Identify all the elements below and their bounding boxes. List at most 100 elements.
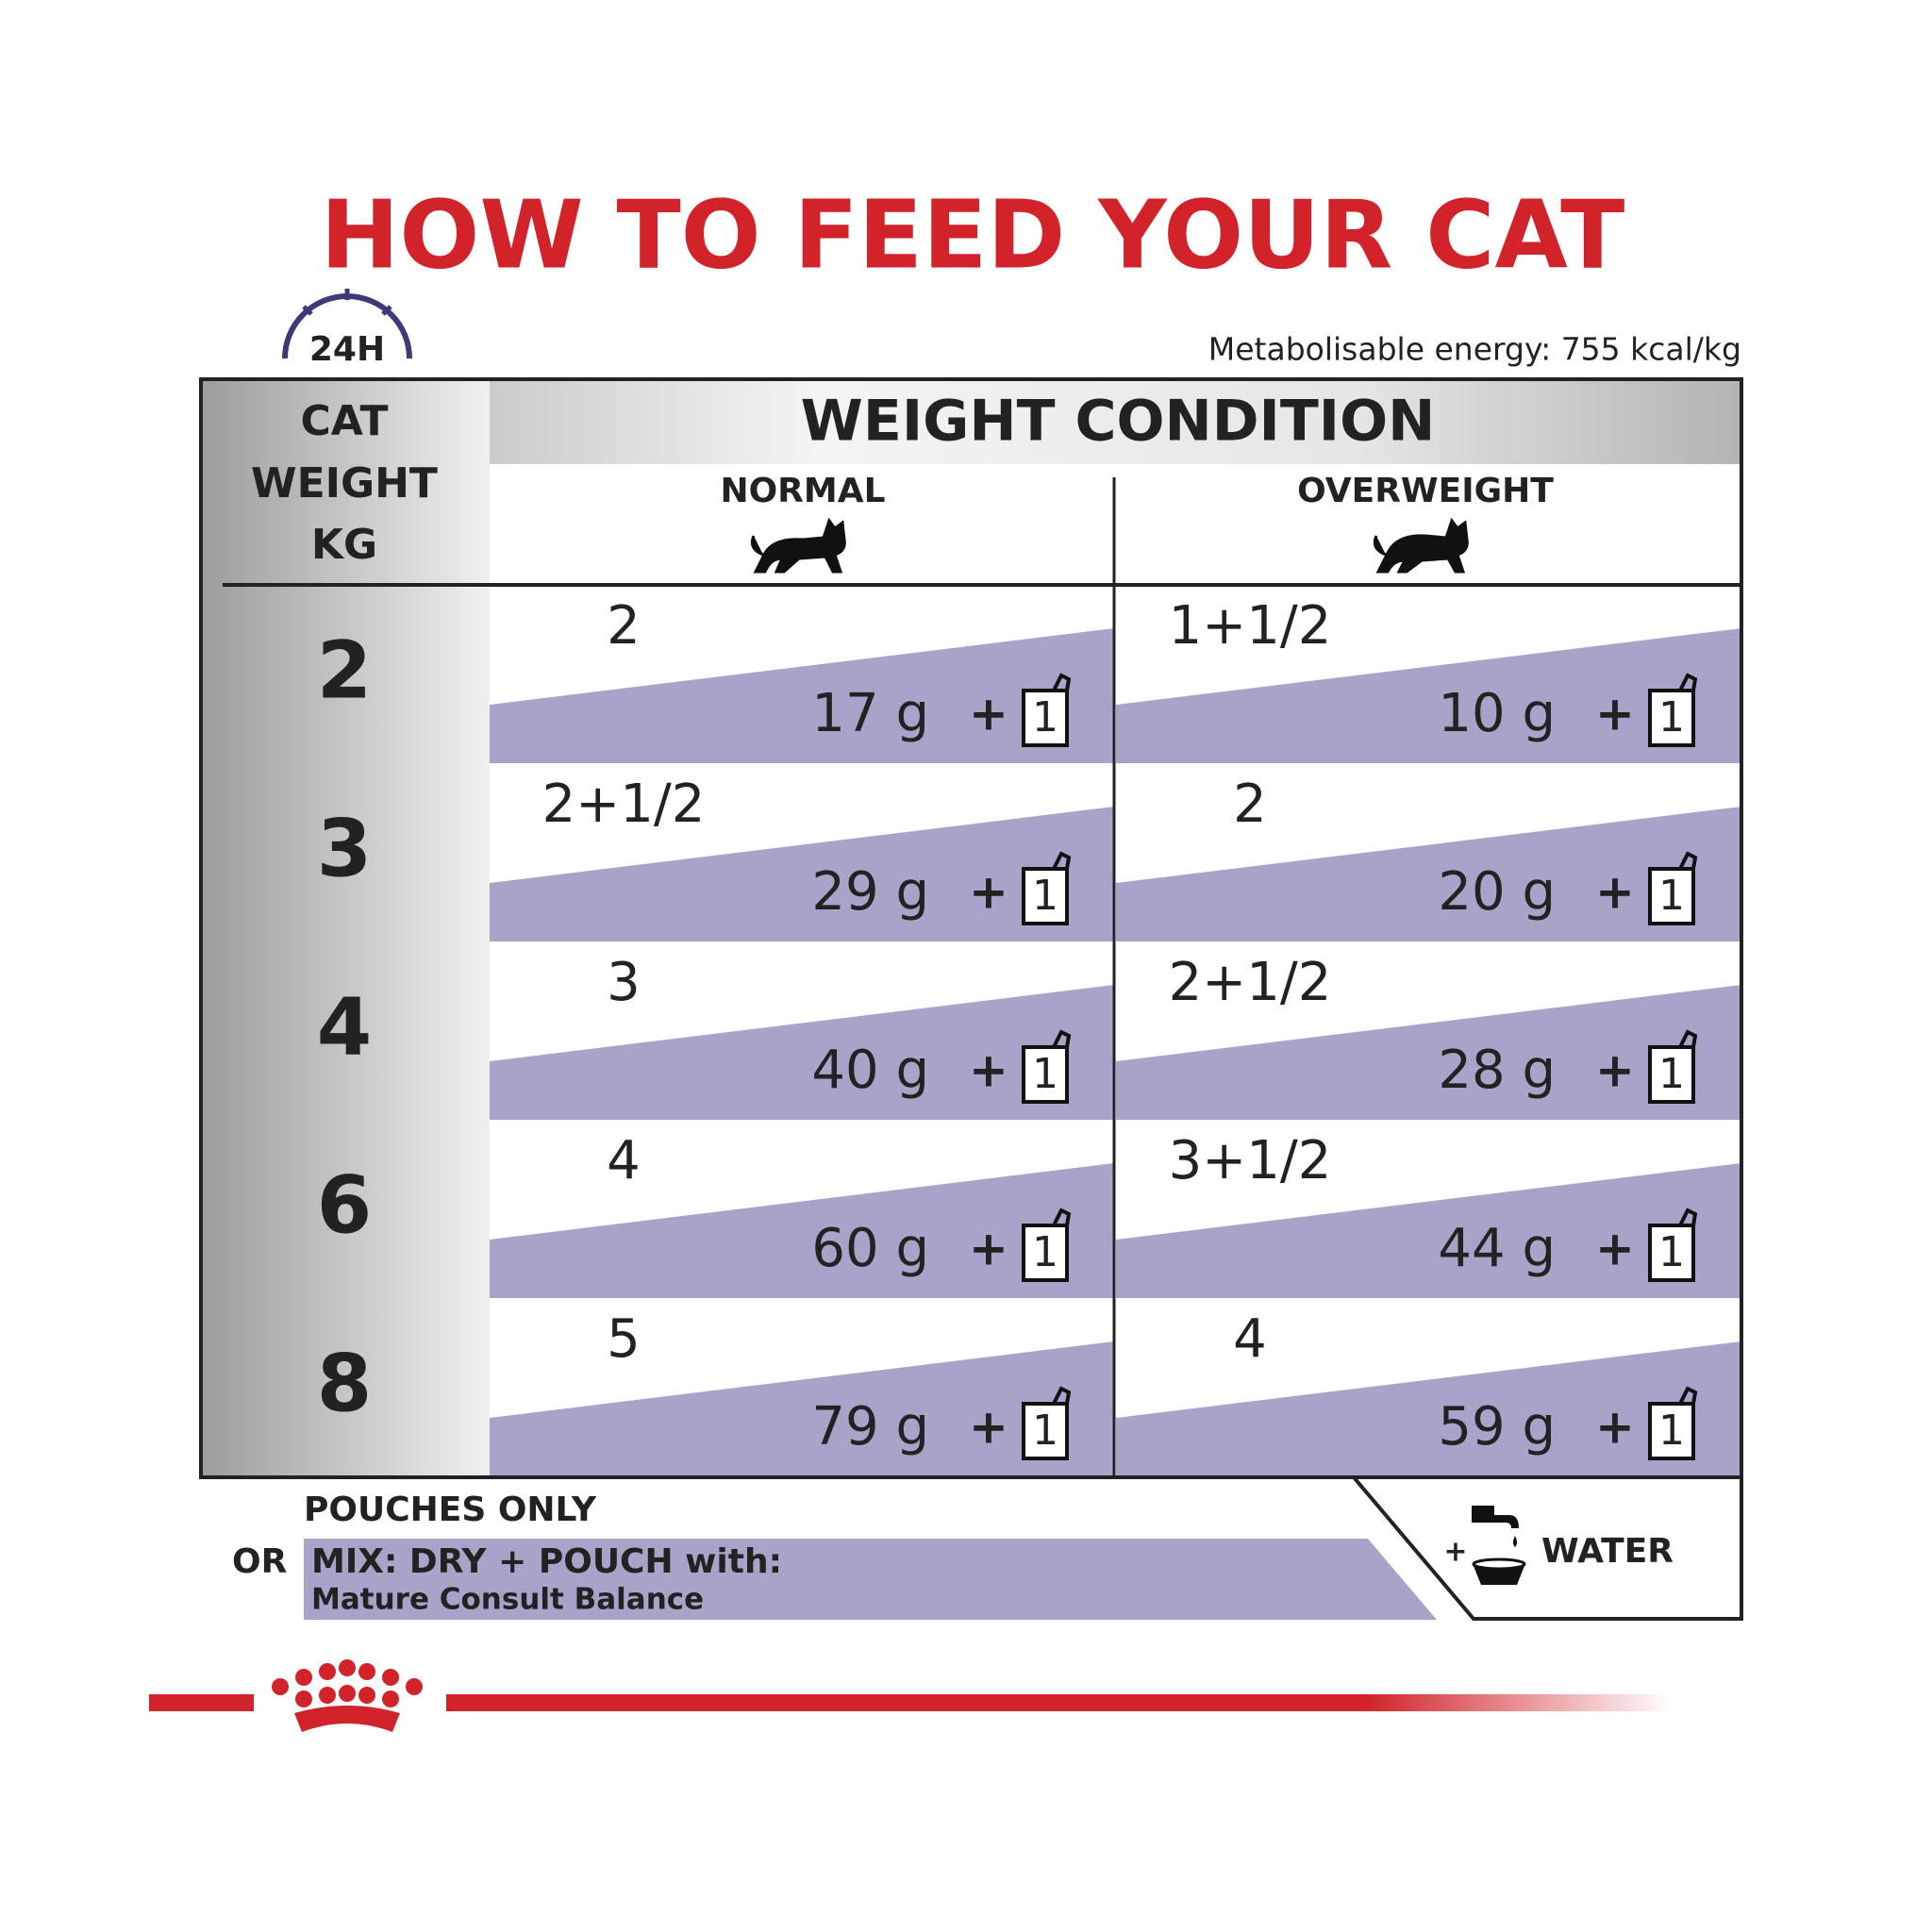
pouch-icon: 1: [1648, 673, 1698, 747]
pouch-count: 1: [1658, 1050, 1685, 1098]
pouch-tab: [1678, 1208, 1698, 1226]
weight-header: WEIGHT: [251, 459, 438, 508]
plus-sign: +: [969, 865, 1008, 920]
dry-amount: 2: [1233, 774, 1267, 835]
water-plus: +: [1443, 1536, 1467, 1569]
pouch-body: [1648, 1224, 1695, 1282]
pouch-body: [1022, 689, 1069, 747]
pouch-icon: 1: [1648, 851, 1698, 925]
pouch-icon: 1: [1022, 1029, 1072, 1104]
dry-amount: 2+1/2: [542, 774, 706, 835]
pouch-icon: 1: [1022, 1386, 1072, 1460]
cell-band: [1116, 1341, 1741, 1476]
weight-header: CAT: [301, 397, 389, 445]
weight-value: 4: [317, 980, 372, 1073]
wet-grams: 20 g: [1438, 861, 1556, 923]
cell-band: [490, 807, 1114, 941]
dry-amount: 1+1/2: [1169, 595, 1332, 657]
pouch-body: [1648, 689, 1695, 747]
mix-band: [304, 1539, 1437, 1620]
pouch-count: 1: [1032, 872, 1058, 920]
pouches-only: POUCHES ONLY: [304, 1491, 597, 1529]
wet-grams: 29 g: [811, 861, 929, 923]
plus-sign: +: [1595, 1400, 1635, 1455]
wet-grams: 79 g: [811, 1396, 929, 1457]
water-icon: [1472, 1506, 1526, 1585]
pouch-tab: [1678, 1029, 1698, 1048]
pouch-body: [1648, 1402, 1695, 1460]
brand-line: [149, 1694, 254, 1711]
cell-band: [1116, 1163, 1741, 1298]
dry-amount: 5: [607, 1308, 641, 1370]
pouch-count: 1: [1658, 872, 1685, 920]
plus-sign: +: [1595, 687, 1635, 741]
condition-header: WEIGHT CONDITION: [801, 389, 1436, 455]
or-label: OR: [232, 1542, 287, 1581]
pouch-count: 1: [1032, 1050, 1058, 1098]
pouch-count: 1: [1658, 693, 1685, 741]
crown-logo: [272, 1659, 423, 1732]
pouch-tab: [1052, 1386, 1072, 1405]
wet-grams: 59 g: [1438, 1396, 1556, 1457]
wet-grams: 28 g: [1438, 1040, 1556, 1101]
cat-icon: [1373, 517, 1469, 574]
plus-sign: +: [969, 1043, 1008, 1098]
plus-sign: +: [969, 1400, 1008, 1455]
wet-grams: 10 g: [1438, 683, 1556, 744]
pouch-tab: [1678, 851, 1698, 870]
table-border: [199, 377, 1743, 1479]
cell-band: [1116, 807, 1741, 941]
column-header: NORMAL: [720, 472, 885, 510]
pouch-icon: 1: [1022, 1208, 1072, 1282]
dry-amount: 3: [607, 952, 641, 1013]
pouch-body: [1648, 1045, 1695, 1104]
plus-sign: +: [969, 687, 1008, 741]
energy-note: Metabolisable energy: 755 kcal/kg: [1208, 331, 1741, 368]
plus-sign: +: [1595, 1222, 1635, 1276]
dry-amount: 3+1/2: [1169, 1130, 1332, 1191]
pouch-tab: [1052, 1208, 1072, 1226]
cell-band: [490, 1163, 1114, 1298]
mix-label: MIX: DRY + POUCH with:: [311, 1542, 782, 1581]
dry-amount: 4: [607, 1130, 641, 1191]
column-header: OVERWEIGHT: [1297, 472, 1554, 510]
pouch-tab: [1052, 851, 1072, 870]
weight-value: 3: [317, 802, 372, 894]
weight-value: 6: [317, 1158, 372, 1251]
pouch-count: 1: [1032, 693, 1058, 741]
weight-header: KG: [311, 521, 377, 569]
water-label: WATER: [1541, 1532, 1674, 1571]
pouch-body: [1022, 867, 1069, 925]
pouch-icon: 1: [1648, 1208, 1698, 1282]
dry-amount: 2+1/2: [1169, 952, 1332, 1013]
cell-band: [490, 628, 1114, 763]
pouch-count: 1: [1032, 1407, 1058, 1455]
plus-sign: +: [1595, 865, 1635, 920]
pouch-icon: 1: [1648, 1029, 1698, 1104]
wet-grams: 17 g: [811, 683, 929, 744]
rows: 2 2 17 g +1 1+1/2 10 g +1 3 2+1/2 29 g +1 2 20 g +1 4 3…: [317, 585, 1741, 1476]
pouch-body: [1022, 1045, 1069, 1104]
pouch-count: 1: [1032, 1228, 1058, 1276]
clock-badge: 24H: [282, 289, 412, 369]
wet-grams: 40 g: [811, 1040, 929, 1101]
plus-sign: +: [969, 1222, 1008, 1276]
dry-amount: 2: [607, 595, 641, 657]
pouch-count: 1: [1658, 1228, 1685, 1276]
wet-grams: 60 g: [811, 1218, 929, 1279]
wet-grams: 44 g: [1438, 1218, 1556, 1279]
pouch-count: 1: [1658, 1407, 1685, 1455]
badge-text: 24H: [309, 330, 385, 369]
plus-sign: +: [1595, 1043, 1635, 1098]
pouch-tab: [1678, 1386, 1698, 1405]
weight-value: 2: [317, 624, 372, 716]
dry-amount: 4: [1233, 1308, 1267, 1370]
weight-column: [201, 379, 490, 1477]
pouch-body: [1022, 1402, 1069, 1460]
weight-value: 8: [317, 1337, 372, 1429]
product-name: Mature Consult Balance: [311, 1583, 704, 1617]
pouch-tab: [1052, 1029, 1072, 1048]
title: HOW TO FEED YOUR CAT: [321, 179, 1625, 290]
brand-line: [446, 1694, 1673, 1711]
